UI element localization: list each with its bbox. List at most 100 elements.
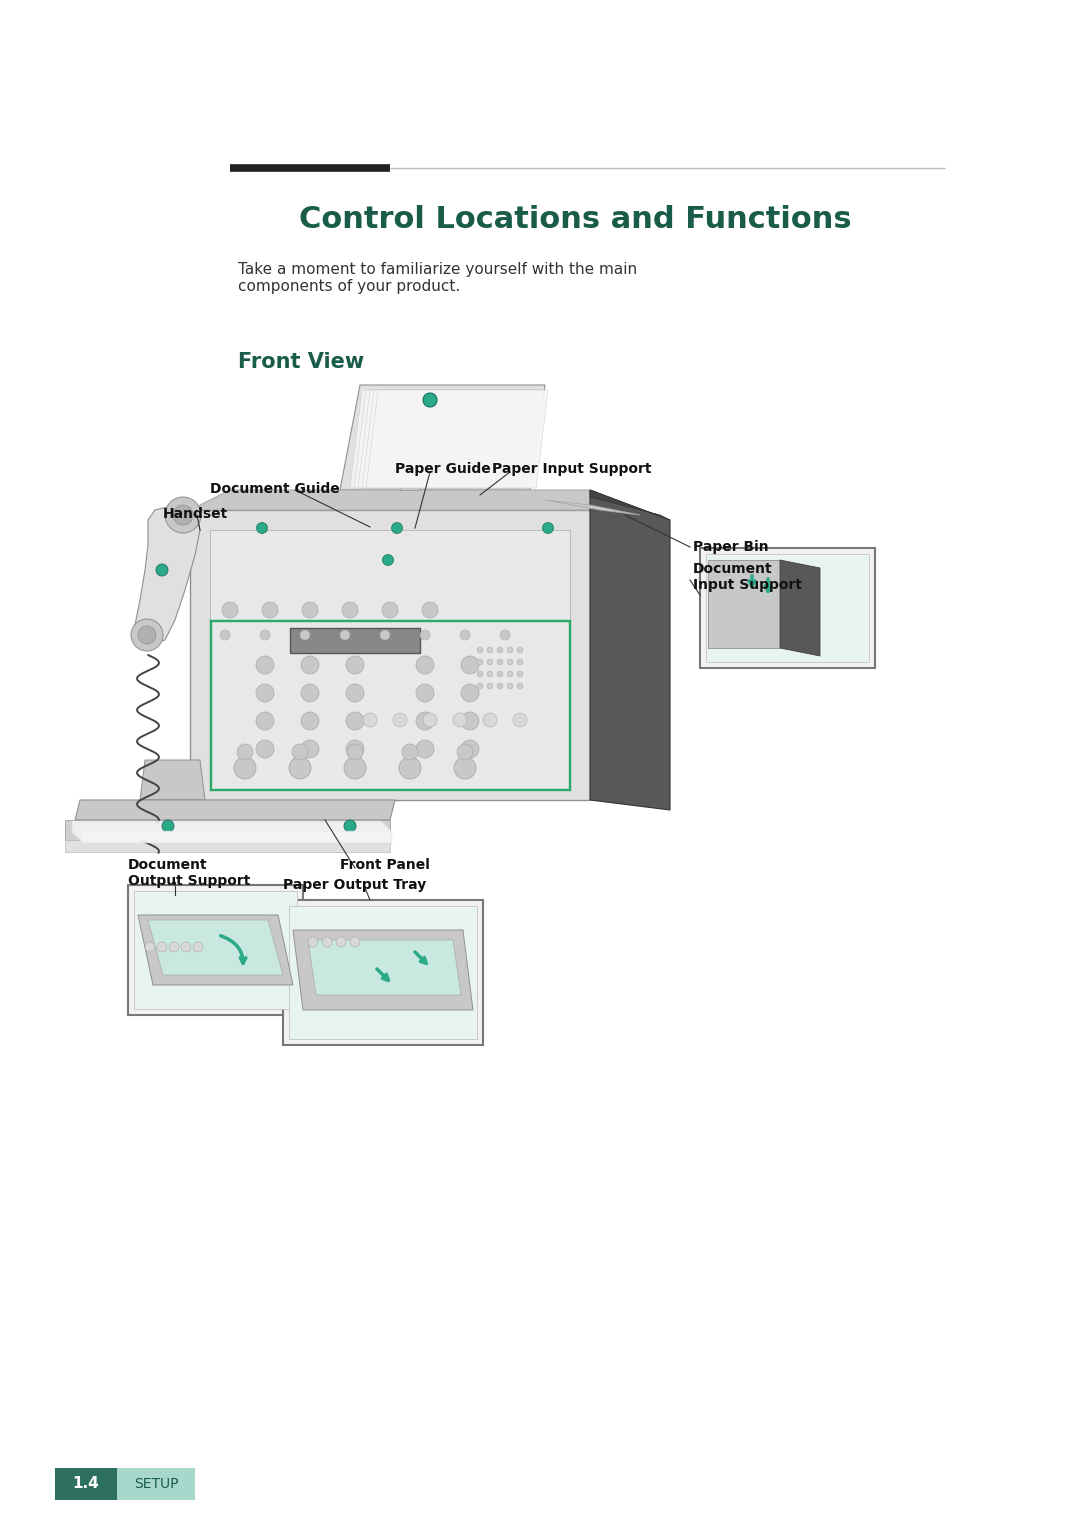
Bar	[129, 885, 303, 1015]
Circle shape	[145, 941, 156, 952]
Circle shape	[513, 714, 527, 727]
Circle shape	[497, 671, 503, 677]
Circle shape	[157, 941, 167, 952]
Polygon shape	[75, 824, 384, 834]
Circle shape	[222, 602, 238, 617]
Bar	[700, 549, 875, 668]
Circle shape	[382, 555, 393, 565]
Circle shape	[257, 523, 268, 533]
Polygon shape	[545, 500, 640, 515]
Polygon shape	[190, 510, 590, 801]
Circle shape	[301, 712, 319, 730]
Circle shape	[393, 714, 407, 727]
Circle shape	[507, 683, 513, 689]
Circle shape	[322, 937, 332, 947]
Text: Front View: Front View	[238, 351, 364, 371]
Circle shape	[302, 602, 318, 617]
Polygon shape	[780, 559, 820, 656]
Polygon shape	[340, 385, 545, 490]
Circle shape	[156, 564, 168, 576]
Circle shape	[477, 683, 483, 689]
Polygon shape	[135, 801, 210, 814]
Circle shape	[346, 656, 364, 674]
Circle shape	[487, 683, 492, 689]
Bar	[55, 1468, 117, 1500]
Polygon shape	[78, 827, 388, 839]
Circle shape	[497, 659, 503, 665]
Polygon shape	[708, 559, 780, 648]
Circle shape	[131, 619, 163, 651]
Polygon shape	[400, 396, 420, 490]
Bar	[117, 1468, 195, 1500]
Polygon shape	[135, 504, 200, 645]
Circle shape	[237, 744, 253, 759]
Polygon shape	[362, 390, 544, 487]
Circle shape	[300, 630, 310, 640]
Circle shape	[423, 393, 437, 406]
Circle shape	[292, 744, 308, 759]
Text: Take a moment to familiarize yourself with the main
components of your product.: Take a moment to familiarize yourself wi…	[238, 261, 637, 295]
Polygon shape	[65, 840, 390, 853]
Text: Document Guide: Document Guide	[210, 481, 340, 497]
Polygon shape	[350, 390, 532, 487]
Circle shape	[289, 756, 311, 779]
Text: SETUP: SETUP	[134, 1478, 178, 1491]
Circle shape	[363, 714, 377, 727]
Circle shape	[391, 523, 403, 533]
Polygon shape	[210, 530, 570, 790]
Circle shape	[461, 740, 480, 758]
Bar	[706, 555, 869, 662]
Circle shape	[262, 602, 278, 617]
Text: Control Locations and Functions: Control Locations and Functions	[299, 205, 851, 234]
Circle shape	[487, 671, 492, 677]
Polygon shape	[65, 821, 390, 840]
Circle shape	[173, 504, 193, 526]
Circle shape	[507, 659, 513, 665]
Circle shape	[420, 630, 430, 640]
Circle shape	[336, 937, 346, 947]
Circle shape	[483, 714, 497, 727]
Polygon shape	[140, 759, 205, 801]
Circle shape	[260, 630, 270, 640]
Circle shape	[497, 683, 503, 689]
Circle shape	[517, 671, 523, 677]
Text: Input Support: Input Support	[693, 578, 802, 591]
Circle shape	[342, 602, 357, 617]
Circle shape	[301, 685, 319, 701]
Polygon shape	[293, 931, 473, 1010]
Text: Handset: Handset	[163, 507, 228, 521]
Polygon shape	[76, 825, 386, 837]
Polygon shape	[190, 490, 640, 510]
Circle shape	[453, 714, 467, 727]
Circle shape	[345, 756, 366, 779]
Circle shape	[220, 630, 230, 640]
Circle shape	[380, 630, 390, 640]
Circle shape	[301, 740, 319, 758]
Circle shape	[542, 523, 554, 533]
Circle shape	[423, 714, 437, 727]
Polygon shape	[138, 915, 293, 986]
Circle shape	[457, 744, 473, 759]
Text: Paper Bin: Paper Bin	[693, 539, 769, 555]
Circle shape	[517, 659, 523, 665]
Circle shape	[340, 630, 350, 640]
Circle shape	[477, 646, 483, 652]
Polygon shape	[148, 920, 283, 975]
Circle shape	[507, 646, 513, 652]
Text: Document: Document	[129, 859, 207, 872]
Polygon shape	[82, 831, 392, 843]
Circle shape	[416, 656, 434, 674]
Circle shape	[454, 756, 476, 779]
Polygon shape	[354, 390, 536, 487]
Circle shape	[308, 937, 318, 947]
Text: Output Support: Output Support	[129, 874, 251, 888]
Circle shape	[234, 756, 256, 779]
Polygon shape	[75, 801, 395, 821]
Polygon shape	[80, 830, 390, 840]
Circle shape	[416, 685, 434, 701]
Bar	[291, 628, 420, 652]
Circle shape	[497, 646, 503, 652]
Circle shape	[402, 744, 418, 759]
Circle shape	[477, 671, 483, 677]
Circle shape	[301, 656, 319, 674]
